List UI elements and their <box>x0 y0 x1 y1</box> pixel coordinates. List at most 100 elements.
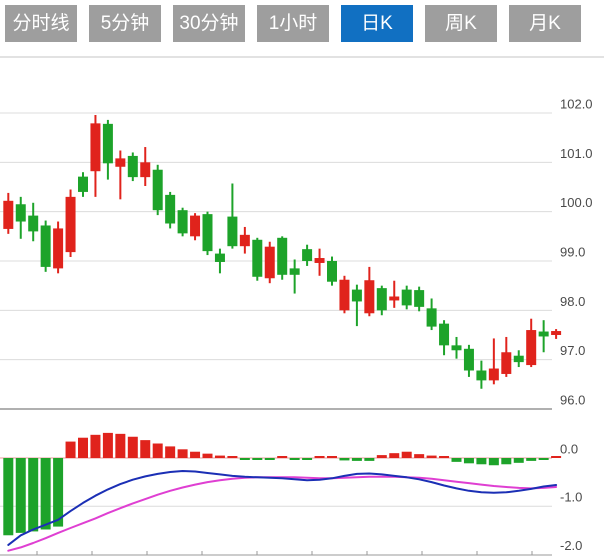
candle <box>214 253 225 262</box>
candle <box>501 352 512 374</box>
macd-bar <box>364 458 375 461</box>
macd-bar <box>401 451 412 458</box>
candle <box>289 268 300 275</box>
candle <box>513 355 524 363</box>
candle <box>15 204 26 222</box>
tab-1hour[interactable]: 1小时 <box>257 5 329 42</box>
macd-bar <box>526 458 537 461</box>
candle <box>3 200 14 229</box>
candle <box>127 155 138 178</box>
macd-bar <box>90 434 101 458</box>
candle <box>202 214 213 252</box>
tab-daily-k[interactable]: 日K <box>341 5 413 42</box>
candle <box>277 237 288 275</box>
dea-line <box>7 475 558 552</box>
candle <box>327 260 337 282</box>
macd-bar <box>202 453 213 458</box>
macd-bar <box>501 458 512 465</box>
candle <box>302 249 313 261</box>
period-tabbar: 分时线 5分钟 30分钟 1小时 日K 周K 月K <box>5 5 581 42</box>
macd-bar <box>414 454 425 458</box>
candle <box>488 368 499 381</box>
dif-line <box>7 470 558 546</box>
macd-bar <box>339 458 350 461</box>
macd-bar <box>513 458 524 463</box>
price-axis-label: 99.0 <box>560 244 585 259</box>
candle <box>463 348 474 371</box>
candle <box>414 290 425 307</box>
candle <box>376 288 387 311</box>
macd-bar <box>28 458 39 532</box>
macd-bar <box>214 455 225 458</box>
candle <box>264 246 275 279</box>
macd-bar <box>15 458 26 533</box>
macd-bar <box>351 458 362 461</box>
candle <box>152 169 163 211</box>
macd-axis-label: 0.0 <box>560 441 578 456</box>
macd-bar <box>376 455 387 458</box>
candle <box>351 289 362 302</box>
tab-monthly-k[interactable]: 月K <box>509 5 581 42</box>
price-axis-label: 102.0 <box>560 96 593 111</box>
tab-30min[interactable]: 30分钟 <box>173 5 245 42</box>
macd-bar <box>426 455 437 458</box>
candle <box>102 123 113 164</box>
macd-bar <box>127 436 138 458</box>
macd-bar <box>488 458 499 466</box>
macd-bar <box>277 456 288 458</box>
candle <box>439 323 450 346</box>
candle <box>140 162 151 178</box>
candle <box>551 331 562 335</box>
macd-bar <box>152 443 163 458</box>
macd-bar <box>314 456 325 458</box>
macd-bar <box>3 458 14 536</box>
macd-bar <box>53 458 64 527</box>
candle <box>526 330 537 366</box>
candle <box>65 196 76 253</box>
macd-axis-label: -1.0 <box>560 490 582 505</box>
price-axis-label: 98.0 <box>560 294 585 309</box>
macd-bar <box>239 458 250 460</box>
candle <box>426 308 437 327</box>
macd-bar <box>551 456 562 458</box>
macd-bar <box>165 446 176 458</box>
candle <box>314 258 325 263</box>
macd-bar <box>463 458 474 464</box>
candle <box>339 279 350 311</box>
candle <box>28 215 39 232</box>
candle <box>538 331 549 337</box>
macd-axis-label: -2.0 <box>560 538 582 553</box>
macd-bar <box>538 458 549 460</box>
macd-bar <box>115 433 126 458</box>
tab-timeline[interactable]: 分时线 <box>5 5 77 42</box>
price-axis-label: 101.0 <box>560 146 593 161</box>
macd-bar <box>252 458 263 460</box>
price-axis-label: 97.0 <box>560 343 585 358</box>
macd-bar <box>451 458 462 462</box>
macd-bar <box>439 456 450 458</box>
macd-bar <box>327 456 337 458</box>
candle <box>227 216 238 247</box>
macd-bar <box>227 456 238 458</box>
tab-weekly-k[interactable]: 周K <box>425 5 497 42</box>
candle <box>90 123 101 172</box>
candle <box>364 280 375 314</box>
candle <box>401 289 412 306</box>
macd-bar <box>302 458 313 460</box>
candle <box>239 234 250 247</box>
candle <box>40 225 51 267</box>
macd-bar <box>389 453 400 458</box>
candle <box>252 239 263 277</box>
macd-bar <box>65 441 76 458</box>
price-axis-label: 100.0 <box>560 195 593 210</box>
macd-bar <box>476 458 487 465</box>
tab-5min[interactable]: 5分钟 <box>89 5 161 42</box>
price-axis-label: 96.0 <box>560 392 585 407</box>
macd-bar <box>40 458 51 530</box>
candle <box>177 210 188 234</box>
macd-bar <box>102 432 113 458</box>
candle <box>451 345 462 351</box>
macd-bar <box>177 449 188 458</box>
